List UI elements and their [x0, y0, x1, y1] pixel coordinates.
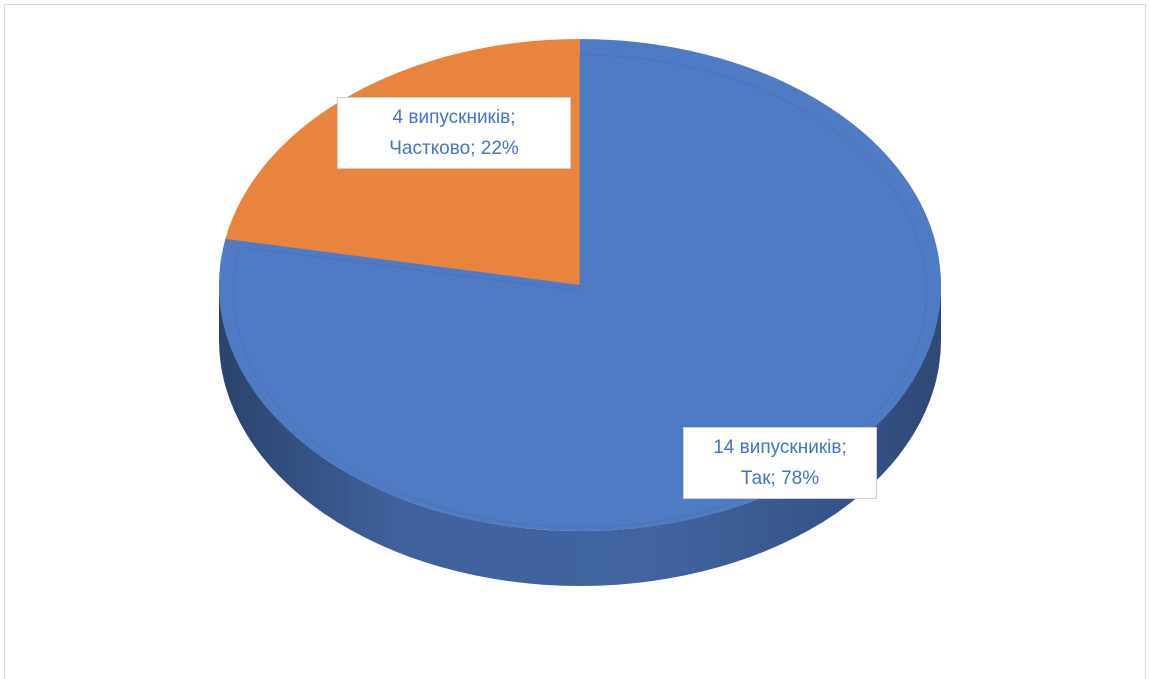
slice-label-tak: 14 випускників; Так; 78% [683, 427, 877, 499]
slice-label-chastkovo-line2: Частково; 22% [389, 138, 519, 159]
slice-label-chastkovo-line1: 4 випускників; [392, 107, 516, 128]
slice-label-tak-line2: Так; 78% [740, 468, 820, 489]
slice-label-chastkovo: 4 випускників; Частково; 22% [337, 97, 571, 169]
slice-label-tak-line1: 14 випускників; [713, 437, 847, 458]
chart-area [4, 4, 1146, 679]
pie-side-wall [219, 285, 941, 586]
